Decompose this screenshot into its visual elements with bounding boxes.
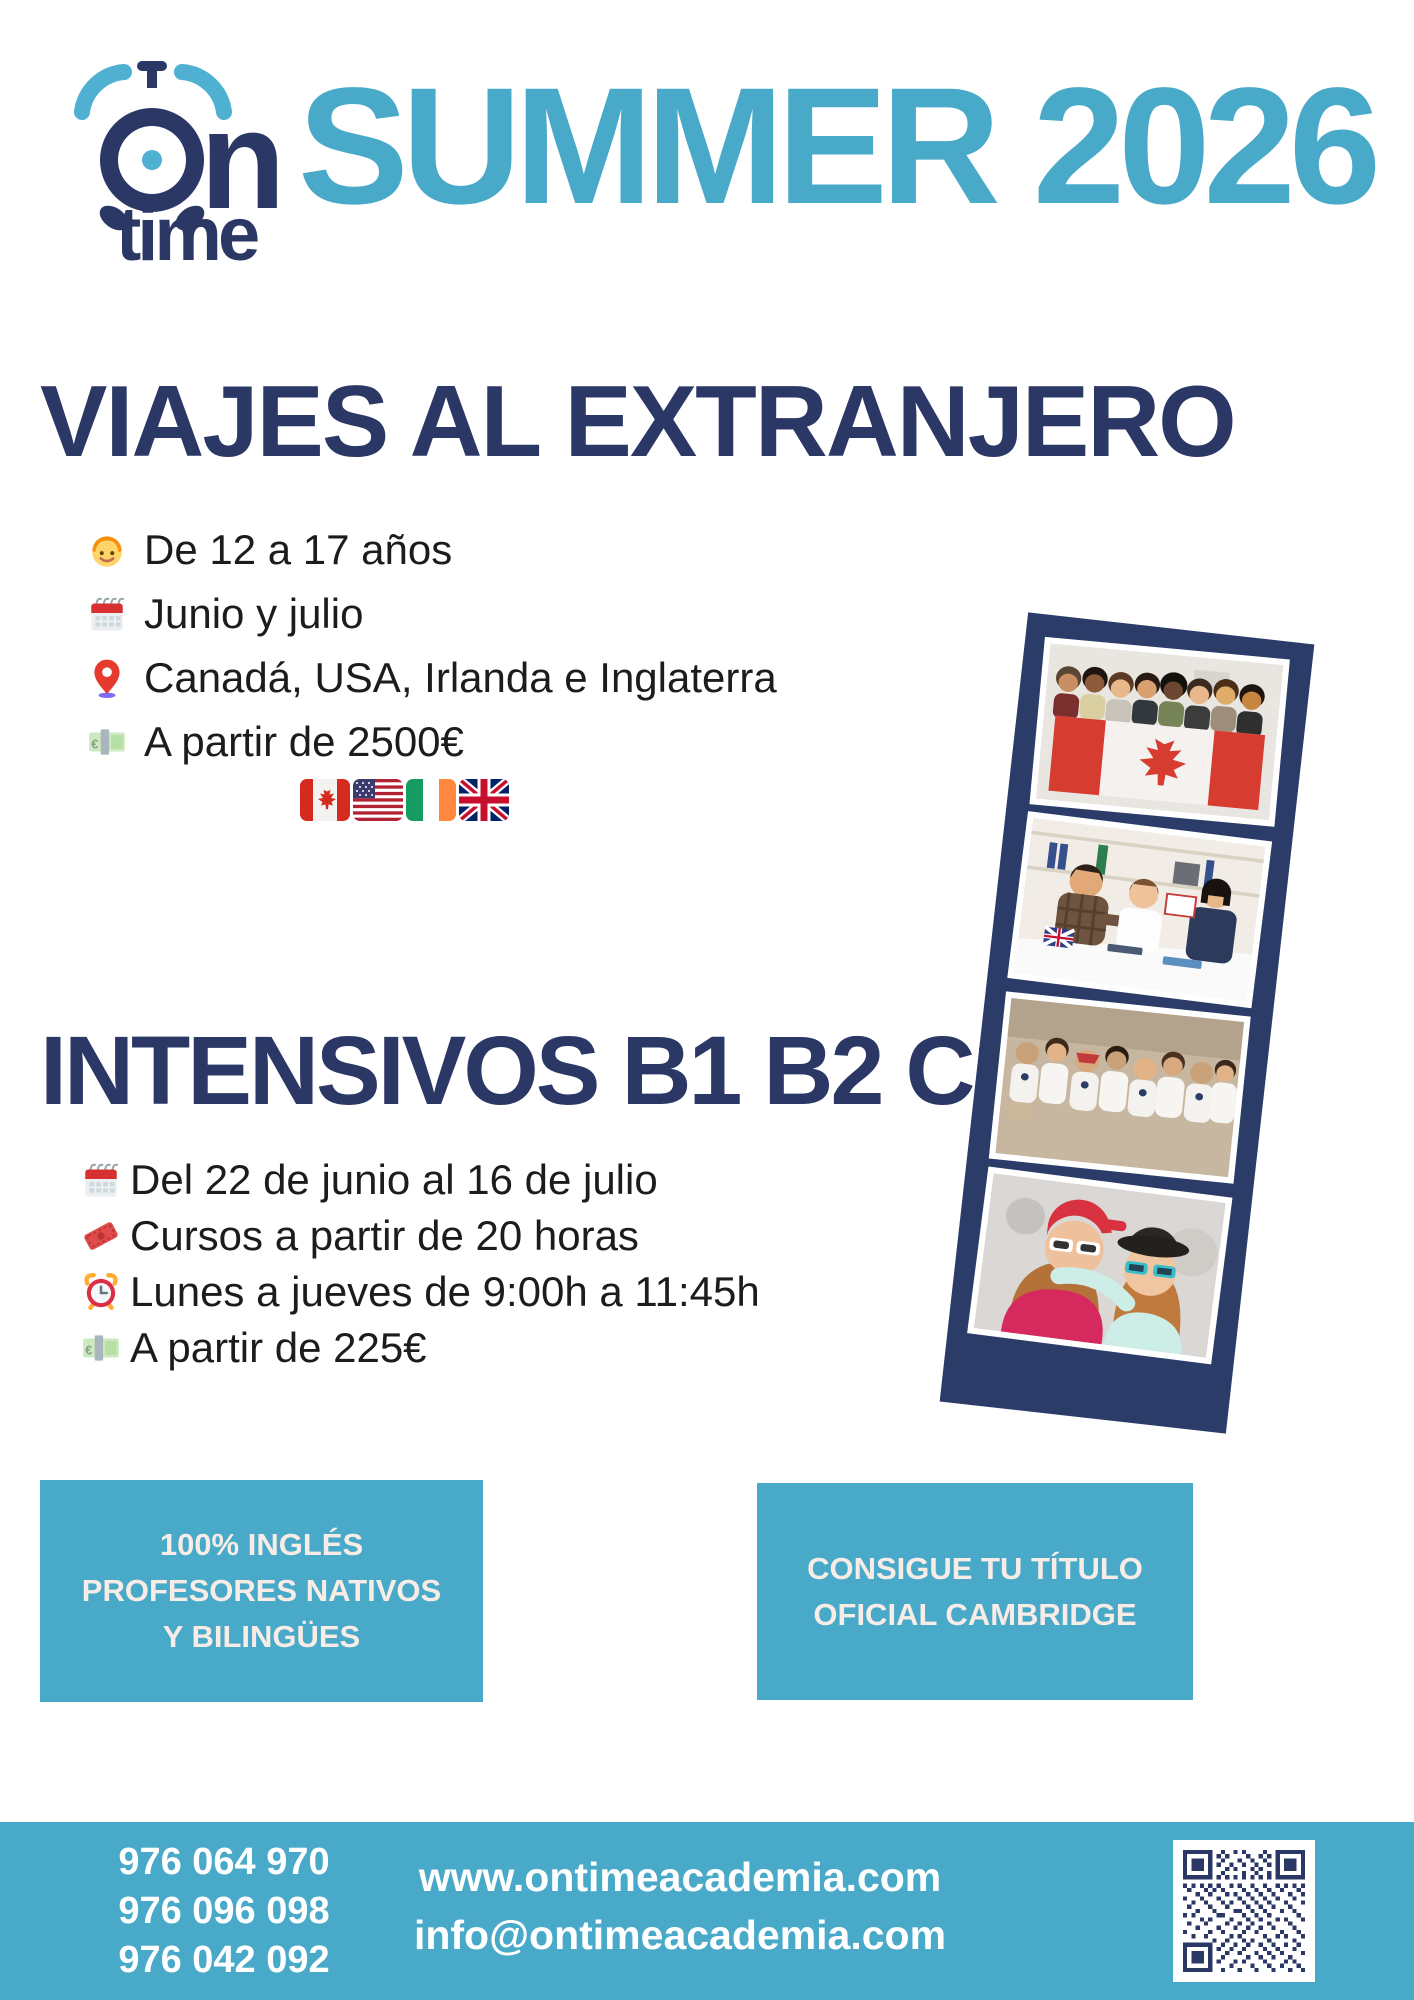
phone-number: 976 064 970 xyxy=(118,1841,330,1883)
ticket-icon xyxy=(80,1215,122,1257)
svg-text:€: € xyxy=(91,737,98,751)
list-item: De 12 a 17 años xyxy=(86,524,777,576)
qr-code-icon xyxy=(1173,1840,1315,1982)
list-item-text: Canadá, USA, Irlanda e Inglaterra xyxy=(144,654,777,701)
destination-flags xyxy=(300,779,509,821)
calendar-icon xyxy=(86,593,128,635)
contact-info: www.ontimeacademia.com info@ontimeacadem… xyxy=(370,1848,990,1964)
highlight-line: CONSIGUE TU TÍTULO xyxy=(807,1550,1143,1586)
euro-banknote-icon: € xyxy=(86,721,128,763)
usa-flag-icon xyxy=(353,779,403,821)
list-item-text: De 12 a 17 años xyxy=(144,526,453,573)
list-item: Del 22 de junio al 16 de julio xyxy=(80,1156,760,1204)
svg-text:n: n xyxy=(200,81,286,238)
list-item: € A partir de 225€ xyxy=(80,1324,760,1372)
uk-flag-icon xyxy=(459,779,509,821)
location-pin-icon xyxy=(86,657,128,699)
viajes-list: De 12 a 17 años Junio y julio xyxy=(86,524,777,780)
list-item: Lunes a jueves de 9:00h a 11:45h xyxy=(80,1268,760,1316)
email-address: info@ontimeacademia.com xyxy=(413,1912,947,1958)
highlight-box-cambridge: CONSIGUE TU TÍTULO OFICIAL CAMBRIDGE xyxy=(757,1483,1193,1700)
alarm-clock-logo-icon: n time xyxy=(74,61,286,264)
list-item: € A partir de 2500€ xyxy=(86,716,777,768)
calendar-icon xyxy=(80,1159,122,1201)
highlight-box-ingles: 100% INGLÉS PROFESORES NATIVOS Y BILINGÜ… xyxy=(40,1480,483,1702)
list-item-text: A partir de 225€ xyxy=(130,1324,427,1371)
highlight-line: PROFESORES NATIVOS xyxy=(81,1573,442,1608)
phone-number: 976 042 092 xyxy=(118,1939,330,1981)
phone-number: 976 096 098 xyxy=(118,1890,330,1932)
svg-text:time: time xyxy=(116,192,258,264)
svg-text:€: € xyxy=(85,1343,92,1357)
website-url: www.ontimeacademia.com xyxy=(418,1854,942,1900)
list-item-text: Lunes a jueves de 9:00h a 11:45h xyxy=(130,1268,760,1315)
child-icon xyxy=(86,529,128,571)
alarm-clock-icon xyxy=(80,1271,122,1313)
ontime-logo: n time xyxy=(66,50,300,264)
canada-flag-icon xyxy=(300,779,350,821)
euro-banknote-icon: € xyxy=(80,1327,122,1369)
highlight-line: 100% INGLÉS xyxy=(159,1527,364,1562)
highlight-line: OFICIAL CAMBRIDGE xyxy=(813,1596,1137,1632)
photo-kids-group-ontime-tshirts xyxy=(988,991,1251,1184)
list-item-text: Del 22 de junio al 16 de julio xyxy=(130,1156,658,1203)
photo-students-holding-canada-flag xyxy=(1029,636,1290,827)
photo-strip xyxy=(939,612,1315,1434)
phone-numbers: 976 064 970 976 096 098 976 042 092 xyxy=(86,1838,362,1985)
list-item: Junio y julio xyxy=(86,588,777,640)
photo-two-girls-caps-sunglasses xyxy=(967,1166,1233,1365)
list-item: Cursos a partir de 20 horas xyxy=(80,1212,760,1260)
list-item-text: A partir de 2500€ xyxy=(144,718,464,765)
page-title: SUMMER 2026 xyxy=(298,54,1381,239)
photo-students-in-classroom xyxy=(1007,811,1273,1009)
list-item: Canadá, USA, Irlanda e Inglaterra xyxy=(86,652,777,704)
intensivos-list: Del 22 de junio al 16 de julio Cursos a … xyxy=(80,1156,760,1380)
list-item-text: Junio y julio xyxy=(144,590,364,637)
footer-bar: 976 064 970 976 096 098 976 042 092 www.… xyxy=(0,1822,1414,2000)
list-item-text: Cursos a partir de 20 horas xyxy=(130,1212,639,1259)
highlight-line: Y BILINGÜES xyxy=(162,1619,361,1654)
ireland-flag-icon xyxy=(406,779,456,821)
intensivos-heading: INTENSIVOS B1 B2 C1 xyxy=(40,1016,1026,1125)
viajes-heading: VIAJES AL EXTRANJERO xyxy=(40,366,1237,478)
